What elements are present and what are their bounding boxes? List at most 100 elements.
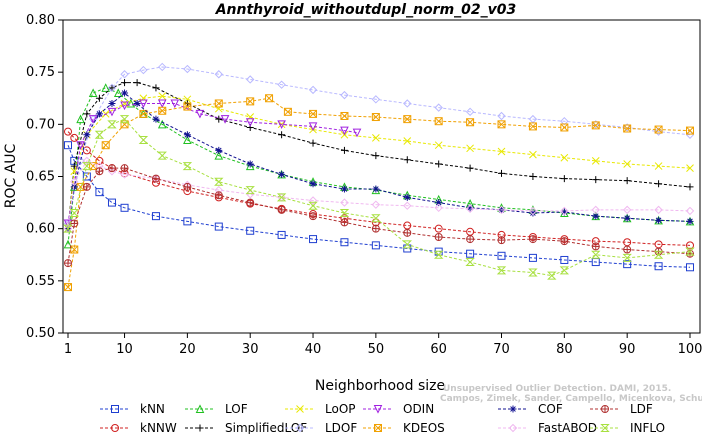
data-point xyxy=(497,205,506,215)
data-point xyxy=(183,102,192,111)
data-point xyxy=(151,212,160,221)
data-point xyxy=(182,162,193,171)
data-point xyxy=(686,217,694,225)
y-tick-label: 0.60 xyxy=(26,222,55,237)
data-point xyxy=(111,405,119,413)
data-point xyxy=(108,99,116,107)
credit-line-1: Unsupervised Outlier Detection. DAMI, 20… xyxy=(443,384,671,394)
legend-item: kNN xyxy=(100,402,165,416)
legend-label: COF xyxy=(538,402,563,416)
data-point-detail xyxy=(246,97,255,106)
data-point xyxy=(340,238,349,247)
data-point xyxy=(654,262,663,271)
data-point xyxy=(374,424,382,432)
data-point xyxy=(371,214,381,223)
legend-label: KDEOS xyxy=(403,421,445,434)
data-point xyxy=(63,224,73,233)
data-point xyxy=(591,250,601,259)
x-tick-label: 40 xyxy=(305,342,322,357)
data-point xyxy=(308,85,318,95)
series-LoOP xyxy=(64,92,694,233)
data-point xyxy=(435,160,443,168)
data-point xyxy=(592,212,600,220)
data-point xyxy=(76,156,85,166)
data-point xyxy=(220,115,230,124)
data-point xyxy=(686,263,694,272)
data-point xyxy=(497,147,506,156)
data-point-detail xyxy=(214,99,223,108)
data-point xyxy=(133,99,141,107)
data-point-detail xyxy=(95,167,103,175)
series-line xyxy=(67,160,691,229)
data-point xyxy=(528,206,538,216)
data-point xyxy=(654,205,663,215)
data-point xyxy=(63,239,73,249)
data-point xyxy=(340,111,349,120)
data-point xyxy=(139,109,148,118)
credit-line-2: Campos, Zimek, Sander, Campello, Micenko… xyxy=(440,394,702,404)
chart-title: Annthyroid_withoutdupl_norm_02_v03 xyxy=(215,2,517,18)
y-axis-label: ROC AUC xyxy=(3,143,19,208)
data-point xyxy=(654,127,663,136)
data-point xyxy=(277,80,286,89)
series-COF xyxy=(64,89,694,233)
legend-item: SimplifiedLOF xyxy=(185,421,307,434)
data-point xyxy=(107,167,117,176)
data-point xyxy=(158,62,167,72)
data-point xyxy=(276,193,287,202)
data-point xyxy=(434,224,443,233)
legend-item: INFLO xyxy=(590,421,665,434)
data-point xyxy=(70,162,78,170)
data-point-detail xyxy=(64,259,72,267)
data-point xyxy=(529,173,537,180)
series-line xyxy=(67,97,691,288)
data-point xyxy=(623,124,632,133)
data-point-detail xyxy=(466,118,474,127)
data-point xyxy=(214,151,224,160)
data-point xyxy=(340,198,349,207)
y-tick-label: 0.75 xyxy=(26,65,55,80)
data-point xyxy=(83,110,91,118)
series-line xyxy=(67,95,691,229)
data-point xyxy=(371,241,380,250)
series-layer xyxy=(63,62,695,292)
data-point xyxy=(466,204,474,212)
data-point xyxy=(309,109,318,118)
x-tick-label: 60 xyxy=(430,342,447,357)
data-point xyxy=(83,131,91,139)
data-point xyxy=(498,169,506,177)
x-axis: 1 10 20 30 40 50 60 70 80 90 100 xyxy=(64,333,702,357)
data-point xyxy=(215,115,223,123)
data-point xyxy=(152,84,160,92)
data-point-detail xyxy=(529,122,537,131)
data-point xyxy=(560,175,568,183)
legend-item: LOF xyxy=(185,402,248,416)
data-point-detail xyxy=(309,212,317,220)
data-point-detail xyxy=(265,94,273,103)
data-point-detail xyxy=(101,141,110,150)
data-point xyxy=(265,94,274,103)
data-point xyxy=(120,99,129,108)
data-point xyxy=(547,271,557,280)
data-point xyxy=(340,126,349,136)
data-point xyxy=(309,139,317,147)
data-point xyxy=(403,137,412,145)
data-point-detail xyxy=(403,229,411,237)
data-point xyxy=(120,170,129,179)
data-point xyxy=(308,122,318,132)
data-point xyxy=(76,141,85,150)
data-point xyxy=(685,206,695,216)
data-point-detail xyxy=(139,110,148,118)
data-point xyxy=(686,126,694,135)
data-point xyxy=(120,203,129,212)
data-point xyxy=(246,97,255,106)
data-point xyxy=(157,151,167,160)
data-point xyxy=(528,253,537,262)
data-point xyxy=(465,107,475,117)
legend-item: FastABOD xyxy=(498,421,597,434)
data-point xyxy=(139,94,148,103)
x-axis-label: Neighborhood size xyxy=(315,378,445,394)
data-point xyxy=(120,101,129,111)
data-point xyxy=(183,135,192,144)
data-point xyxy=(283,107,292,116)
